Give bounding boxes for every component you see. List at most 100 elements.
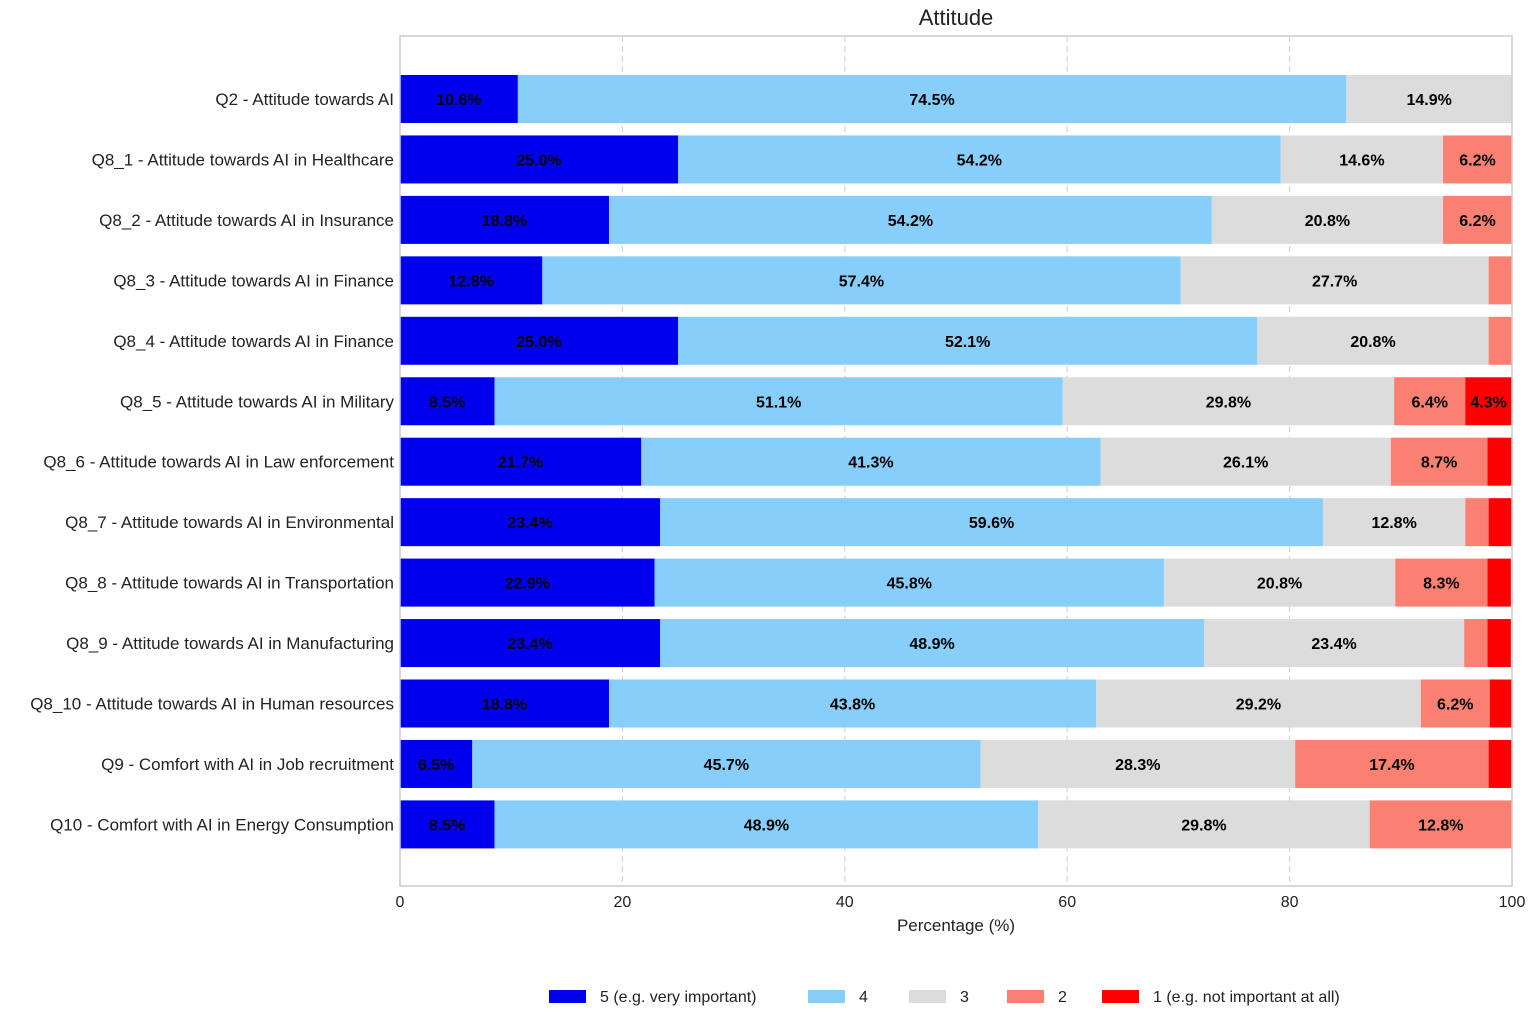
data-label: 57.4% xyxy=(839,273,884,290)
y-category-label: Q8_6 - Attitude towards AI in Law enforc… xyxy=(43,453,394,472)
data-label: 29.8% xyxy=(1181,817,1226,834)
data-label: 12.8% xyxy=(448,273,493,290)
data-label: 4.3% xyxy=(1470,394,1506,411)
data-label: 43.8% xyxy=(830,697,875,714)
x-tick-label: 0 xyxy=(396,894,405,911)
bar-segment xyxy=(1257,316,1489,365)
bar-segment xyxy=(1488,498,1512,547)
y-category-label: Q10 - Comfort with AI in Energy Consumpt… xyxy=(50,815,394,834)
bar-segment xyxy=(609,679,1097,728)
bar-segment xyxy=(400,498,661,547)
data-label: 14.6% xyxy=(1339,152,1384,169)
bar-segment xyxy=(1096,679,1421,728)
bar-segment xyxy=(1100,437,1391,486)
data-label: 29.2% xyxy=(1236,697,1281,714)
bar-segment xyxy=(980,739,1296,788)
y-category-label: Q8_9 - Attitude towards AI in Manufactur… xyxy=(66,634,394,653)
data-label: 12.8% xyxy=(1418,817,1463,834)
data-label: 23.4% xyxy=(507,636,552,653)
bar-segment xyxy=(472,739,981,788)
bar-segment xyxy=(542,256,1181,305)
bar-segment xyxy=(1390,437,1488,486)
data-label: 27.7% xyxy=(1312,273,1357,290)
bar-segment xyxy=(1420,679,1490,728)
x-axis-label: Percentage (%) xyxy=(897,916,1015,935)
data-label: 23.4% xyxy=(1311,636,1356,653)
y-category-label: Q8_7 - Attitude towards AI in Environmen… xyxy=(65,513,394,532)
y-category-label: Q8_1 - Attitude towards AI in Healthcare xyxy=(92,150,394,169)
legend-swatch xyxy=(549,990,586,1003)
bar-segment xyxy=(1487,437,1512,486)
data-label: 8.5% xyxy=(429,394,465,411)
bar-segment xyxy=(517,75,1347,123)
data-label: 28.3% xyxy=(1115,757,1160,774)
bar-segment xyxy=(1295,739,1489,788)
data-label: 26.1% xyxy=(1223,455,1268,472)
bar-segment xyxy=(400,619,661,668)
y-category-label: Q9 - Comfort with AI in Job recruitment xyxy=(101,755,394,774)
bar-segment xyxy=(1395,558,1488,607)
bar-segment xyxy=(678,135,1281,184)
data-label: 18.8% xyxy=(482,697,527,714)
bar-segment xyxy=(1211,195,1444,244)
legend-swatch xyxy=(1007,990,1044,1003)
data-label: 59.6% xyxy=(969,515,1014,532)
bar-segment xyxy=(400,679,610,728)
data-label: 54.2% xyxy=(888,213,933,230)
bar-segment xyxy=(400,135,678,184)
bar-segment xyxy=(1369,800,1512,849)
bar-segment xyxy=(660,498,1323,547)
bar-segment xyxy=(1280,135,1444,184)
bar-segment xyxy=(1443,195,1512,244)
bar-segment xyxy=(400,75,518,123)
data-label: 10.6% xyxy=(436,92,481,109)
legend-label: 1 (e.g. not important at all) xyxy=(1153,989,1340,1006)
x-tick-label: 60 xyxy=(1058,894,1076,911)
legend-swatch xyxy=(909,990,946,1003)
x-tick-label: 100 xyxy=(1499,894,1526,911)
data-label: 18.8% xyxy=(482,213,527,230)
bar-segment xyxy=(1443,135,1512,184)
legend-label: 5 (e.g. very important) xyxy=(600,989,757,1006)
legend-swatch xyxy=(808,990,845,1003)
data-label: 17.4% xyxy=(1369,757,1414,774)
data-label: 8.3% xyxy=(1423,576,1459,593)
y-category-label: Q8_4 - Attitude towards AI in Finance xyxy=(113,332,394,351)
legend-label: 2 xyxy=(1058,989,1067,1006)
y-category-label: Q8_5 - Attitude towards AI in Military xyxy=(120,392,395,411)
bar-segment xyxy=(1062,377,1395,426)
bar-segment xyxy=(1487,558,1511,607)
data-label: 51.1% xyxy=(756,394,801,411)
data-label: 6.2% xyxy=(1459,213,1495,230)
y-category-label: Q8_8 - Attitude towards AI in Transporta… xyxy=(65,574,394,593)
bar-segment xyxy=(1465,498,1489,547)
data-label: 21.7% xyxy=(498,455,543,472)
x-tick-label: 80 xyxy=(1281,894,1299,911)
data-label: 6.5% xyxy=(418,757,454,774)
x-tick-label: 20 xyxy=(614,894,632,911)
bars: 10.6% 74.5% 14.9% 25.0% 54.2% 14.6% 6.2% 18.8% 5… xyxy=(400,75,1512,849)
data-label: 6.4% xyxy=(1411,394,1447,411)
bar-segment xyxy=(609,195,1212,244)
data-label: 22.9% xyxy=(505,576,550,593)
bar-segment xyxy=(400,256,543,305)
plot-frame xyxy=(399,35,1513,887)
data-label: 8.7% xyxy=(1421,455,1457,472)
data-label: 8.5% xyxy=(429,817,465,834)
data-label: 6.2% xyxy=(1437,697,1473,714)
legend: 5 (e.g. very important) 4 3 2 1 (e.g. not im… xyxy=(549,989,1340,1006)
y-category-label: Q2 - Attitude towards AI xyxy=(215,90,394,109)
bar-segment xyxy=(654,558,1164,607)
bar-segment xyxy=(400,377,495,426)
bar-segment xyxy=(1487,619,1511,668)
x-ticks: 0 20 40 60 80 100 xyxy=(396,894,1526,911)
data-label: 14.9% xyxy=(1406,92,1451,109)
bar-segment xyxy=(1322,498,1466,547)
y-categories: Q2 - Attitude towards AI Q8_1 - Attitude … xyxy=(30,90,394,834)
data-label: 45.8% xyxy=(887,576,932,593)
legend-label: 4 xyxy=(859,989,868,1006)
data-label: 6.2% xyxy=(1459,152,1495,169)
data-label: 20.8% xyxy=(1305,213,1350,230)
x-tick-label: 40 xyxy=(836,894,854,911)
